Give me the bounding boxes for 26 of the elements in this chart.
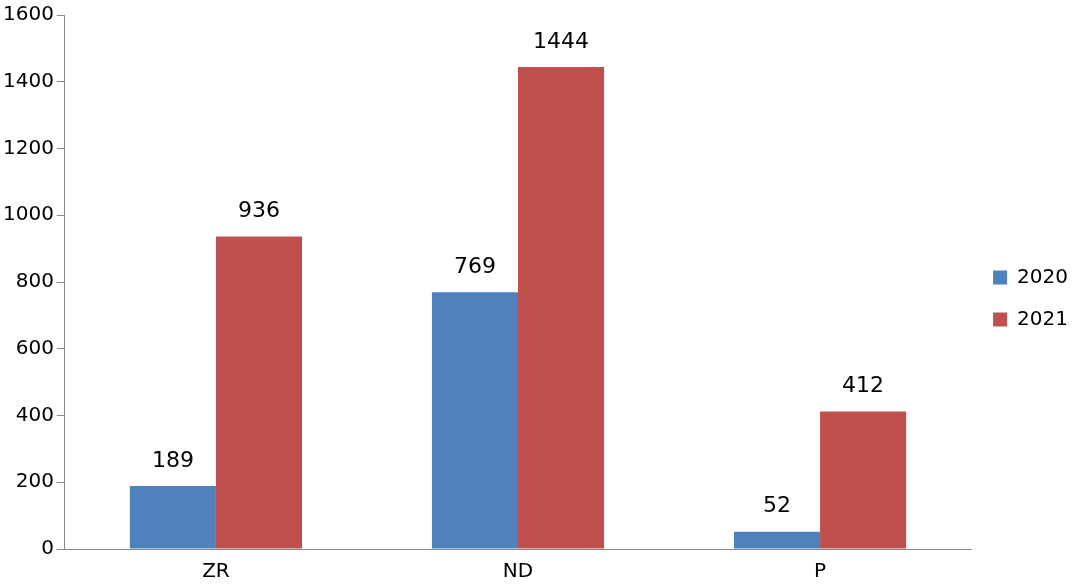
y-tick-label: 800 bbox=[15, 268, 54, 293]
bar bbox=[518, 67, 605, 549]
y-tick-label: 1000 bbox=[2, 201, 54, 226]
x-tick-label: ZR bbox=[202, 558, 230, 583]
bar bbox=[215, 236, 303, 549]
legend-label: 2020 bbox=[1017, 263, 1069, 288]
data-label: 769 bbox=[453, 253, 496, 279]
legend-label: 2021 bbox=[1017, 305, 1069, 330]
y-tick-label: 200 bbox=[15, 468, 54, 493]
bar bbox=[733, 531, 821, 549]
bar bbox=[820, 411, 907, 549]
x-tick-label: P bbox=[814, 558, 827, 583]
data-label: 412 bbox=[842, 372, 885, 398]
y-tick-label: 0 bbox=[41, 535, 54, 560]
data-label: 1444 bbox=[533, 27, 590, 53]
y-tick-label: 1400 bbox=[2, 67, 54, 92]
x-tick-label: ND bbox=[502, 558, 534, 583]
bar bbox=[431, 292, 518, 549]
y-tick-label: 1200 bbox=[2, 134, 54, 159]
data-label: 936 bbox=[237, 197, 280, 223]
y-tick-label: 400 bbox=[15, 401, 54, 426]
data-label: 52 bbox=[763, 492, 792, 518]
data-label: 189 bbox=[151, 446, 194, 472]
y-tick-label: 1600 bbox=[2, 1, 54, 26]
y-tick-label: 600 bbox=[15, 334, 54, 359]
bar bbox=[129, 485, 216, 549]
